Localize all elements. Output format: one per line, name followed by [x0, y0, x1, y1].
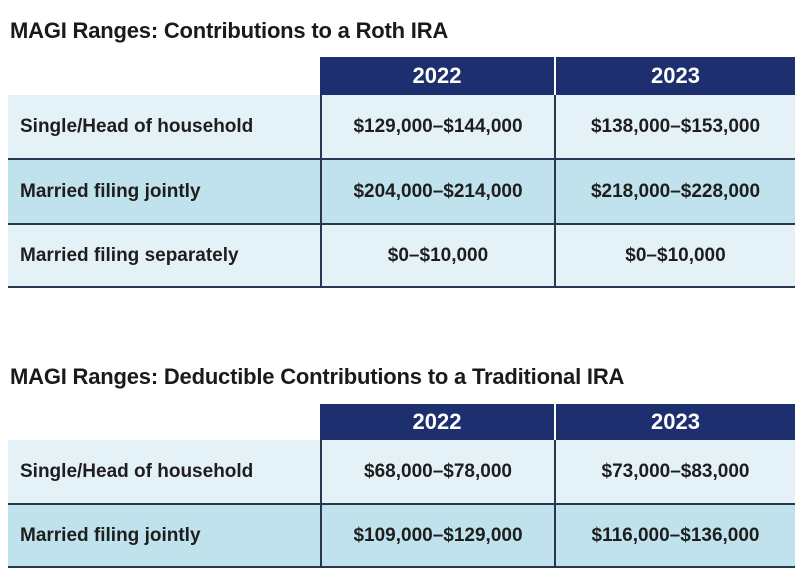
table-title: MAGI Ranges: Contributions to a Roth IRA — [10, 18, 449, 43]
column-header: 2023 — [556, 404, 795, 440]
cell-value: $0–$10,000 — [320, 225, 554, 288]
cell-value: $109,000–$129,000 — [320, 505, 554, 568]
cell-value: $204,000–$214,000 — [320, 160, 554, 225]
column-header: 2022 — [320, 57, 554, 95]
cell-value: $0–$10,000 — [554, 225, 795, 288]
cell-value: $129,000–$144,000 — [320, 95, 554, 160]
cell-value: $218,000–$228,000 — [554, 160, 795, 225]
cell-value: $73,000–$83,000 — [554, 440, 795, 505]
table-title: MAGI Ranges: Deductible Contributions to… — [10, 364, 625, 389]
column-header: 2023 — [556, 57, 795, 95]
cell-value: $116,000–$136,000 — [554, 505, 795, 568]
cell-value: $68,000–$78,000 — [320, 440, 554, 505]
row-label: Married filing jointly — [8, 505, 320, 568]
cell-value: $138,000–$153,000 — [554, 95, 795, 160]
column-header: 2022 — [320, 404, 554, 440]
row-label: Married filing separately — [8, 225, 320, 288]
row-label: Single/Head of household — [8, 440, 320, 505]
row-label: Married filing jointly — [8, 160, 320, 225]
row-label: Single/Head of household — [8, 95, 320, 160]
